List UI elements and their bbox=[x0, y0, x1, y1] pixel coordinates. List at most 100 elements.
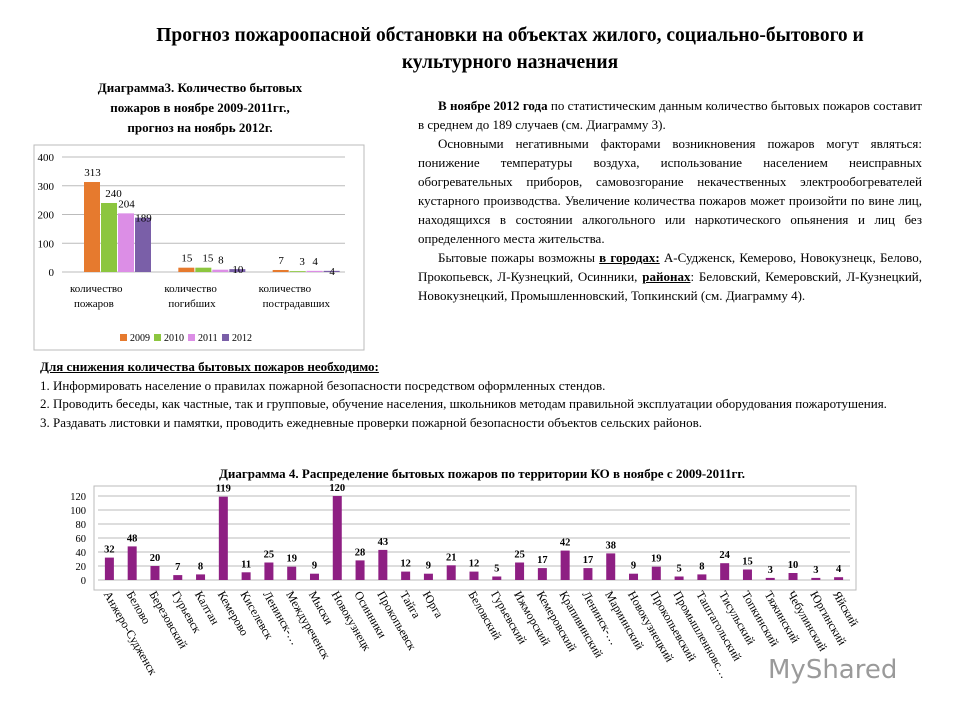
x-tick-label: количество пожаров bbox=[70, 283, 123, 310]
value-label: 5 bbox=[676, 564, 681, 575]
value-label: 8 bbox=[198, 561, 203, 572]
chart-title: Диаграмма3. Количество бытовых пожаров в … bbox=[98, 80, 303, 135]
bar bbox=[173, 575, 183, 580]
value-label: 204 bbox=[118, 198, 135, 210]
value-label: 48 bbox=[127, 533, 138, 544]
bar bbox=[150, 566, 160, 580]
bar bbox=[127, 546, 137, 580]
value-label: 120 bbox=[329, 483, 345, 494]
value-label: 7 bbox=[175, 562, 180, 573]
label-line: погибших bbox=[168, 298, 216, 310]
value-label: 15 bbox=[202, 253, 214, 265]
y-tick-label: 0 bbox=[49, 267, 55, 279]
bar bbox=[811, 577, 821, 580]
value-label: 9 bbox=[426, 561, 431, 572]
value-label: 10 bbox=[232, 264, 244, 276]
bar bbox=[378, 549, 388, 580]
paragraph: Бытовые пожары возможны в городах: А-Суд… bbox=[418, 248, 922, 305]
value-label: 189 bbox=[135, 213, 152, 225]
value-label: 28 bbox=[355, 547, 366, 558]
label-line: количество bbox=[70, 283, 123, 295]
value-label: 4 bbox=[329, 266, 335, 278]
x-tick-label: Юрга bbox=[420, 589, 447, 621]
value-label: 15 bbox=[742, 557, 753, 568]
value-label: 12 bbox=[400, 559, 411, 570]
value-label: 11 bbox=[241, 559, 251, 570]
bar bbox=[742, 569, 752, 580]
bar bbox=[788, 573, 798, 580]
value-label: 3 bbox=[299, 256, 305, 268]
watermark: MyShared bbox=[768, 655, 898, 685]
forecast-text: В ноябре 2012 года по статистическим дан… bbox=[418, 96, 922, 305]
legend-swatch bbox=[120, 334, 127, 341]
y-tick-label: 0 bbox=[81, 576, 86, 587]
value-label: 12 bbox=[469, 559, 480, 570]
bar bbox=[306, 270, 323, 272]
bar bbox=[583, 568, 593, 580]
value-label: 240 bbox=[105, 188, 122, 200]
bar bbox=[272, 269, 289, 272]
bar bbox=[469, 571, 479, 580]
measures-heading: Для снижения количества бытовых пожаров … bbox=[40, 359, 379, 374]
y-tick-label: 100 bbox=[38, 238, 55, 250]
value-label: 15 bbox=[181, 253, 193, 265]
value-label: 4 bbox=[312, 256, 318, 268]
title-line: пожаров в ноябре 2009-2011гг., bbox=[110, 100, 290, 115]
bar bbox=[355, 560, 365, 580]
value-label: 5 bbox=[494, 564, 499, 575]
legend-label: 2011 bbox=[198, 333, 218, 344]
value-label: 43 bbox=[378, 537, 389, 548]
value-label: 19 bbox=[286, 554, 297, 565]
text-run: Бытовые пожары возможны bbox=[438, 250, 600, 265]
y-tick-label: 200 bbox=[38, 210, 55, 222]
legend-swatch bbox=[188, 334, 195, 341]
legend-swatch bbox=[222, 334, 229, 341]
bar bbox=[309, 573, 319, 580]
y-tick-label: 40 bbox=[76, 548, 87, 559]
bar bbox=[218, 496, 228, 580]
legend-label: 2012 bbox=[232, 333, 252, 344]
bar bbox=[195, 267, 212, 272]
bar bbox=[674, 576, 684, 580]
bar bbox=[118, 213, 134, 272]
bar bbox=[423, 573, 433, 580]
paragraph: В ноябре 2012 года по статистическим дан… bbox=[418, 96, 922, 134]
bar bbox=[101, 203, 117, 272]
value-label: 24 bbox=[719, 550, 730, 561]
bar bbox=[720, 563, 730, 580]
value-label: 21 bbox=[446, 552, 457, 563]
bar bbox=[229, 269, 246, 272]
text-run: Основными негативными факторами возникно… bbox=[418, 136, 922, 246]
text-run: районах bbox=[642, 269, 691, 284]
measures: Для снижения количества бытовых пожаров … bbox=[40, 358, 922, 432]
legend-swatch bbox=[154, 334, 161, 341]
bar bbox=[104, 557, 114, 580]
bar bbox=[287, 566, 297, 580]
value-label: 25 bbox=[264, 550, 275, 561]
value-label: 313 bbox=[84, 167, 101, 179]
bar bbox=[651, 566, 661, 580]
plot-border bbox=[33, 144, 365, 351]
value-label: 9 bbox=[631, 561, 636, 572]
value-label: 4 bbox=[836, 564, 842, 575]
y-tick-label: 80 bbox=[76, 520, 87, 531]
text-run: : Беловский, Кемеровский, Л-Кузнецкий, Н… bbox=[418, 269, 923, 303]
bar bbox=[241, 572, 251, 580]
bar bbox=[323, 270, 340, 272]
label-line: пострадавших bbox=[263, 298, 331, 310]
value-label: 20 bbox=[150, 553, 161, 564]
value-label: 38 bbox=[605, 540, 616, 551]
text-run: в городах: bbox=[599, 250, 660, 265]
value-label: 17 bbox=[537, 555, 548, 566]
bar bbox=[332, 496, 342, 580]
y-tick-label: 20 bbox=[76, 562, 87, 573]
bar bbox=[401, 571, 411, 580]
value-label: 25 bbox=[514, 550, 525, 561]
label-line: количество bbox=[164, 283, 217, 295]
y-tick-label: 100 bbox=[70, 506, 86, 517]
bar bbox=[492, 576, 502, 580]
slide-title: Прогноз пожароопасной обстановки на объе… bbox=[156, 25, 864, 73]
text-run: А-Судженск, Кемерово, Новокузнецк, Белов… bbox=[418, 250, 922, 284]
